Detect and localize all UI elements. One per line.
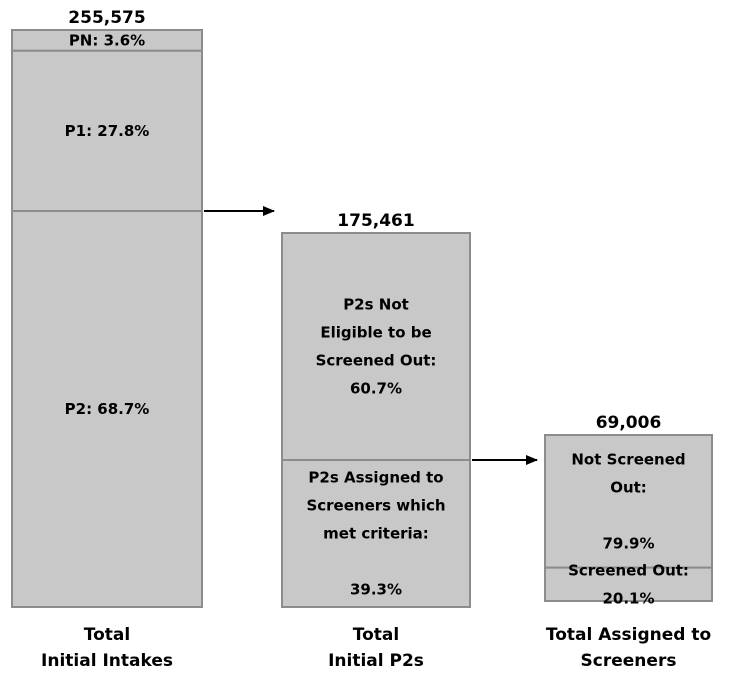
segment-label: 39.3% bbox=[350, 581, 402, 599]
segment-label: Out: bbox=[610, 478, 647, 496]
segment-label: 60.7% bbox=[350, 380, 402, 398]
bar-segment bbox=[281, 232, 471, 462]
segment-label: P1: 27.8% bbox=[65, 122, 150, 140]
category-label: Total Assigned to bbox=[546, 625, 711, 645]
segment-label: PN: 3.6% bbox=[69, 31, 145, 49]
bar-segment bbox=[544, 566, 713, 602]
bar-segment bbox=[11, 49, 203, 212]
bar-total-label: 175,461 bbox=[337, 211, 414, 231]
segment-label: Screened Out: bbox=[316, 352, 437, 370]
segment-label: P2s Assigned to bbox=[308, 469, 443, 487]
bar-3: 69,006 Not Screened Out: 79.9% Screened Out:… bbox=[544, 413, 713, 607]
segment-label: P2: 68.7% bbox=[65, 400, 150, 418]
bar-total-label: 69,006 bbox=[596, 413, 662, 433]
category-label: Total bbox=[84, 625, 130, 645]
bar-1: 255,575 PN: 3.6% P1: 27.8% P2: 68.7% bbox=[11, 8, 203, 608]
segment-label: Eligible to be bbox=[320, 324, 431, 342]
category-label: Initial P2s bbox=[328, 651, 424, 671]
bar-total-label: 255,575 bbox=[68, 8, 145, 28]
segment-label: met criteria: bbox=[323, 525, 429, 543]
segment-label: Screened Out: bbox=[568, 561, 689, 579]
segment-label: Screeners which bbox=[306, 497, 445, 515]
segment-label: 79.9% bbox=[602, 534, 654, 552]
segment-label: 20.1% bbox=[602, 589, 654, 607]
category-label: Total bbox=[353, 625, 399, 645]
bar-segment bbox=[281, 459, 471, 608]
bar-2: 175,461 P2s Not Eligible to be Screened Out… bbox=[281, 211, 471, 608]
segment-label: P2s Not bbox=[343, 296, 409, 314]
bar-segment bbox=[11, 209, 203, 608]
category-label: Initial Intakes bbox=[41, 651, 173, 671]
segment-label: Not Screened bbox=[571, 450, 685, 468]
category-label: Screeners bbox=[581, 651, 677, 671]
